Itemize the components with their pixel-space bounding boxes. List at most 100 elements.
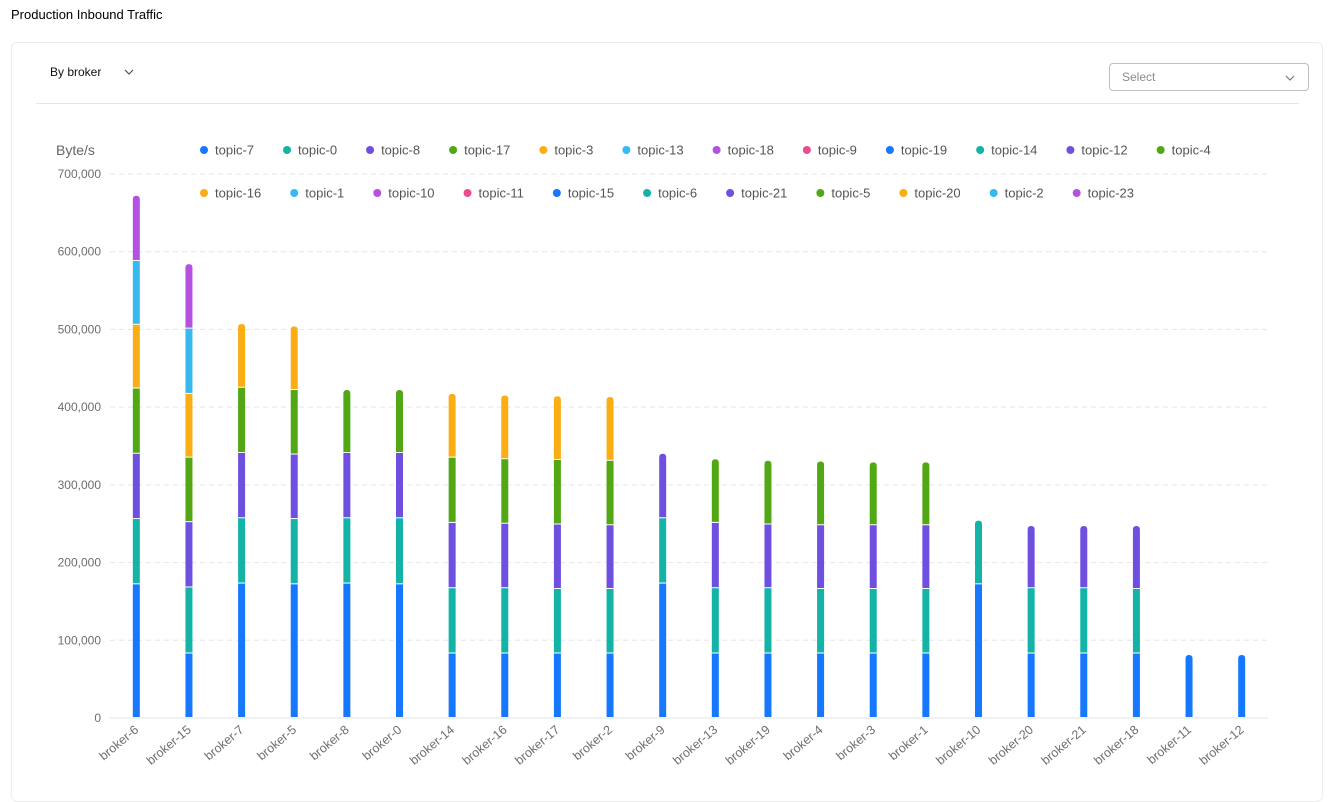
bar-segment[interactable] [501, 459, 509, 523]
bar-segment[interactable] [606, 525, 614, 588]
bar-segment[interactable] [553, 653, 561, 717]
bar-segment[interactable] [185, 587, 193, 653]
bar-segment[interactable] [238, 583, 246, 717]
bar-segment[interactable] [1238, 655, 1246, 717]
bar-stack[interactable] [1080, 526, 1088, 717]
legend-item[interactable]: topic-6 [643, 186, 697, 201]
bar-segment[interactable] [501, 653, 509, 717]
bar-segment[interactable] [1132, 588, 1140, 653]
bar-segment[interactable] [132, 519, 140, 584]
bar-segment[interactable] [396, 584, 403, 717]
legend-item[interactable]: topic-3 [539, 143, 593, 158]
bar-segment[interactable] [711, 459, 719, 522]
legend-item[interactable]: topic-4 [1156, 143, 1211, 158]
legend-item[interactable]: topic-13 [622, 143, 684, 158]
bar-segment[interactable] [132, 195, 140, 261]
bar-segment[interactable] [185, 522, 193, 587]
bar-segment[interactable] [448, 457, 456, 522]
legend-item[interactable]: topic-16 [200, 186, 261, 201]
bar-segment[interactable] [1080, 526, 1088, 588]
bar-segment[interactable] [1185, 655, 1193, 717]
bar-segment[interactable] [448, 522, 456, 588]
bar-segment[interactable] [501, 523, 509, 588]
bar-stack[interactable] [185, 264, 193, 717]
bar-stack[interactable] [238, 323, 246, 717]
bar-stack[interactable] [343, 390, 351, 717]
legend-item[interactable]: topic-5 [816, 186, 870, 201]
bar-segment[interactable] [343, 452, 351, 518]
legend-item[interactable]: topic-12 [1066, 143, 1128, 158]
bar-segment[interactable] [606, 653, 614, 717]
bar-segment[interactable] [869, 462, 877, 525]
bar-segment[interactable] [290, 390, 298, 454]
bar-stack[interactable] [869, 462, 877, 717]
bar-segment[interactable] [132, 324, 140, 388]
bar-segment[interactable] [396, 390, 403, 452]
bar-segment[interactable] [817, 461, 825, 525]
bar-stack[interactable] [606, 397, 614, 717]
bar-segment[interactable] [290, 454, 298, 519]
bar-stack[interactable] [501, 395, 509, 717]
bar-stack[interactable] [659, 453, 667, 717]
bar-segment[interactable] [606, 460, 614, 525]
bar-stack[interactable] [764, 460, 772, 717]
bar-segment[interactable] [501, 588, 509, 653]
group-by-dropdown[interactable]: By broker [50, 65, 135, 79]
bar-segment[interactable] [711, 522, 719, 588]
bar-segment[interactable] [1132, 526, 1140, 588]
bar-segment[interactable] [922, 653, 930, 717]
bar-segment[interactable] [1132, 653, 1140, 717]
bar-stack[interactable] [132, 195, 140, 717]
bar-segment[interactable] [132, 453, 140, 519]
bar-segment[interactable] [553, 524, 561, 588]
bar-segment[interactable] [553, 459, 561, 524]
bar-segment[interactable] [185, 457, 193, 522]
bar-stack[interactable] [1185, 655, 1193, 717]
bar-segment[interactable] [764, 460, 772, 524]
bar-segment[interactable] [659, 518, 667, 583]
legend-item[interactable]: topic-20 [899, 186, 961, 201]
bar-segment[interactable] [238, 323, 246, 387]
bar-segment[interactable] [343, 583, 351, 717]
bar-stack[interactable] [396, 390, 403, 717]
bar-stack[interactable] [711, 459, 719, 717]
bar-segment[interactable] [711, 588, 719, 653]
bar-segment[interactable] [764, 653, 772, 717]
bar-segment[interactable] [659, 583, 667, 717]
bar-stack[interactable] [290, 326, 298, 717]
bar-segment[interactable] [553, 588, 561, 653]
bar-segment[interactable] [238, 452, 246, 518]
bar-segment[interactable] [817, 525, 825, 588]
legend-item[interactable]: topic-18 [712, 143, 774, 158]
bar-segment[interactable] [1027, 588, 1035, 653]
bar-segment[interactable] [185, 393, 193, 457]
legend-item[interactable]: topic-8 [366, 143, 420, 158]
bar-segment[interactable] [185, 328, 193, 393]
bar-stack[interactable] [1027, 526, 1035, 717]
bar-segment[interactable] [764, 524, 772, 588]
legend-item[interactable]: topic-7 [200, 143, 254, 158]
bar-segment[interactable] [1027, 526, 1035, 588]
bar-segment[interactable] [290, 326, 298, 390]
bar-segment[interactable] [817, 653, 825, 717]
legend-item[interactable]: topic-17 [449, 143, 510, 158]
legend-item[interactable]: topic-11 [463, 186, 524, 201]
bar-segment[interactable] [501, 395, 509, 459]
bar-segment[interactable] [764, 588, 772, 653]
bar-stack[interactable] [553, 396, 561, 717]
bar-segment[interactable] [343, 518, 351, 583]
bar-segment[interactable] [553, 396, 561, 459]
bar-stack[interactable] [922, 462, 930, 717]
bar-segment[interactable] [448, 588, 456, 653]
bar-segment[interactable] [922, 588, 930, 653]
bar-segment[interactable] [396, 518, 403, 584]
bar-segment[interactable] [1027, 653, 1035, 717]
legend-item[interactable]: topic-19 [885, 143, 947, 158]
legend-item[interactable]: topic-10 [373, 186, 435, 201]
bar-segment[interactable] [238, 518, 246, 583]
bar-segment[interactable] [606, 588, 614, 653]
legend-item[interactable]: topic-21 [726, 186, 787, 201]
bar-segment[interactable] [132, 261, 140, 324]
bar-stack[interactable] [975, 520, 982, 717]
bar-segment[interactable] [132, 388, 140, 453]
